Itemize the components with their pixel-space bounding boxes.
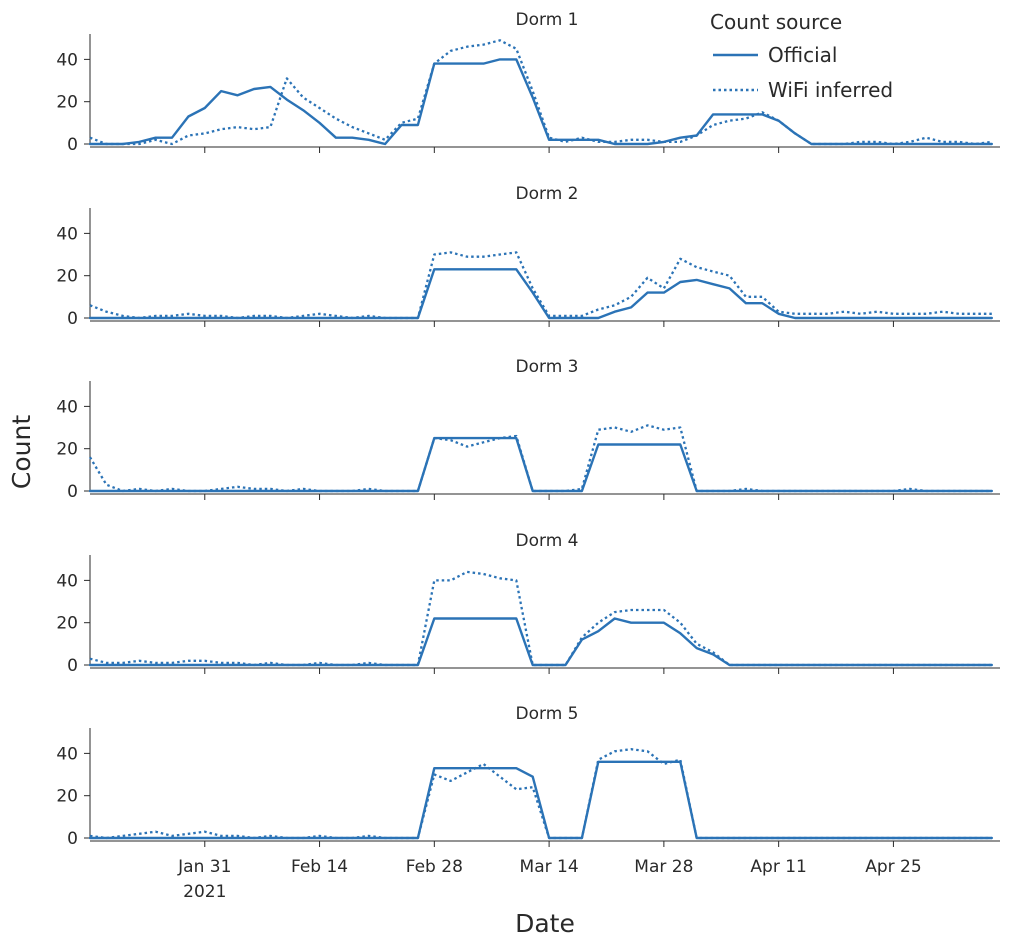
y-tick-label: 0 — [67, 135, 78, 155]
legend-title: Count source — [710, 10, 842, 34]
series-official-line — [88, 617, 993, 667]
legend-label-wifi: WiFi inferred — [768, 78, 893, 102]
x-tick-label: Feb 14 — [291, 857, 348, 877]
panel-title: Dorm 2 — [516, 184, 579, 204]
y-tick-label: 20 — [56, 93, 78, 113]
y-tick-label: 40 — [56, 744, 78, 764]
y-tick-label: 0 — [67, 829, 78, 849]
y-tick-label: 40 — [56, 397, 78, 417]
y-tick-label: 0 — [67, 482, 78, 502]
series-wifi-inferred-line — [89, 39, 992, 146]
y-tick-label: 20 — [56, 440, 78, 460]
x-tick-label: Apr 11 — [750, 857, 806, 877]
legend-label-official: Official — [768, 43, 837, 67]
x-tick-label: Mar 28 — [634, 857, 693, 877]
y-tick-label: 40 — [56, 571, 78, 591]
panel-title: Dorm 1 — [516, 10, 579, 30]
x-axis-title: Date — [515, 909, 575, 938]
series-official-line — [88, 436, 993, 493]
y-axis-title: Count — [7, 415, 36, 489]
y-tick-label: 40 — [56, 50, 78, 70]
panel-title: Dorm 3 — [516, 357, 579, 377]
panel-dorm-5: Dorm 5 0 20 40 — [56, 704, 1000, 849]
y-tick-label: 20 — [56, 267, 78, 287]
legend: Count source Official WiFi inferred — [710, 10, 893, 102]
series-official-line — [88, 760, 993, 840]
panel-dorm-3: Dorm 3 0 20 40 — [56, 357, 1000, 502]
series-wifi-inferred-line — [89, 424, 992, 493]
y-tick-label: 20 — [56, 787, 78, 807]
series-wifi-inferred-line — [89, 570, 992, 667]
x-tick-label: Apr 25 — [865, 857, 921, 877]
x-tick-sublabel: 2021 — [183, 882, 226, 902]
x-tick-label: Jan 31 — [177, 857, 231, 877]
y-tick-label: 0 — [67, 309, 78, 329]
series-official-line — [88, 268, 993, 320]
panel-dorm-2: Dorm 2 0 20 40 — [56, 184, 1000, 329]
series-wifi-inferred-line — [89, 748, 992, 840]
panel-title: Dorm 4 — [516, 531, 579, 551]
x-tick-label: Feb 28 — [406, 857, 463, 877]
panel-dorm-4: Dorm 4 0 20 40 — [56, 531, 1000, 676]
y-tick-label: 0 — [67, 656, 78, 676]
x-tick-label: Mar 14 — [520, 857, 579, 877]
y-tick-label: 20 — [56, 614, 78, 634]
panel-title: Dorm 5 — [516, 704, 579, 724]
y-tick-label: 40 — [56, 224, 78, 244]
series-wifi-inferred-line — [89, 251, 992, 320]
panel-dorm-1: Dorm 1 0 20 40 — [56, 10, 1000, 155]
